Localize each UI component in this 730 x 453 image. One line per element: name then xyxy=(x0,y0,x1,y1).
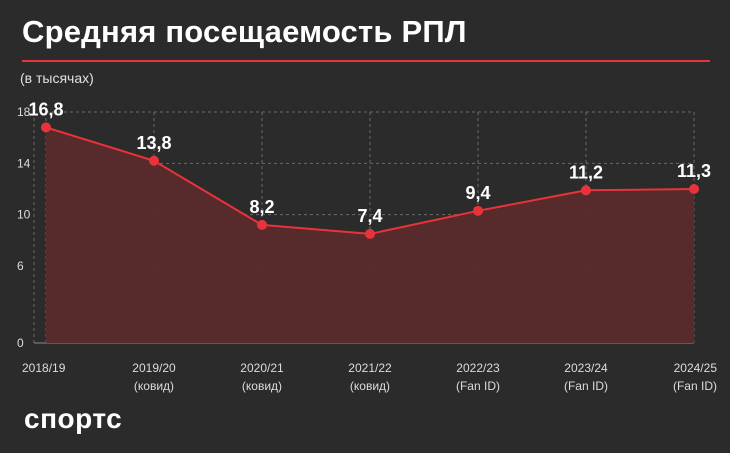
y-tick-label: 6 xyxy=(17,259,24,273)
x-tick-note: (Fan ID) xyxy=(673,379,717,393)
y-tick-label: 0 xyxy=(17,336,24,350)
x-tick-note: (Fan ID) xyxy=(456,379,500,393)
sports-logo: спортс xyxy=(24,403,123,434)
y-tick-label: 14 xyxy=(17,156,31,170)
data-label: 11,2 xyxy=(569,162,603,182)
x-tick-label: 2021/22 xyxy=(348,361,392,375)
data-point xyxy=(689,184,699,194)
x-tick-note: (Fan ID) xyxy=(564,379,608,393)
x-tick-label: 2018/19 xyxy=(22,361,66,375)
data-label: 9,4 xyxy=(465,183,490,203)
x-tick-note: (ковид) xyxy=(350,379,390,393)
data-point xyxy=(365,228,375,239)
unit-label: (в тысячах) xyxy=(20,70,94,86)
y-tick-label: 18 xyxy=(17,105,31,119)
data-point xyxy=(41,122,51,133)
chart-title: Средняя посещаемость РПЛ xyxy=(22,14,467,49)
data-label: 16,8 xyxy=(28,99,63,119)
data-point xyxy=(581,185,591,196)
data-point xyxy=(473,205,483,216)
x-tick-label: 2020/21 xyxy=(240,361,284,375)
y-tick-label: 10 xyxy=(17,208,31,222)
data-label: 11,3 xyxy=(677,161,711,181)
data-label: 7,4 xyxy=(357,206,382,226)
x-tick-note: (ковид) xyxy=(134,379,174,393)
data-point xyxy=(257,219,267,230)
x-tick-label: 2024/25 xyxy=(674,361,718,375)
data-label: 13,8 xyxy=(136,133,171,153)
x-tick-label: 2019/20 xyxy=(132,361,176,375)
x-tick-note: (ковид) xyxy=(242,379,282,393)
x-tick-label: 2022/23 xyxy=(456,361,500,375)
x-tick-label: 2023/24 xyxy=(564,361,608,375)
data-point xyxy=(149,155,159,166)
title-divider xyxy=(22,60,710,62)
data-label: 8,2 xyxy=(249,197,274,217)
